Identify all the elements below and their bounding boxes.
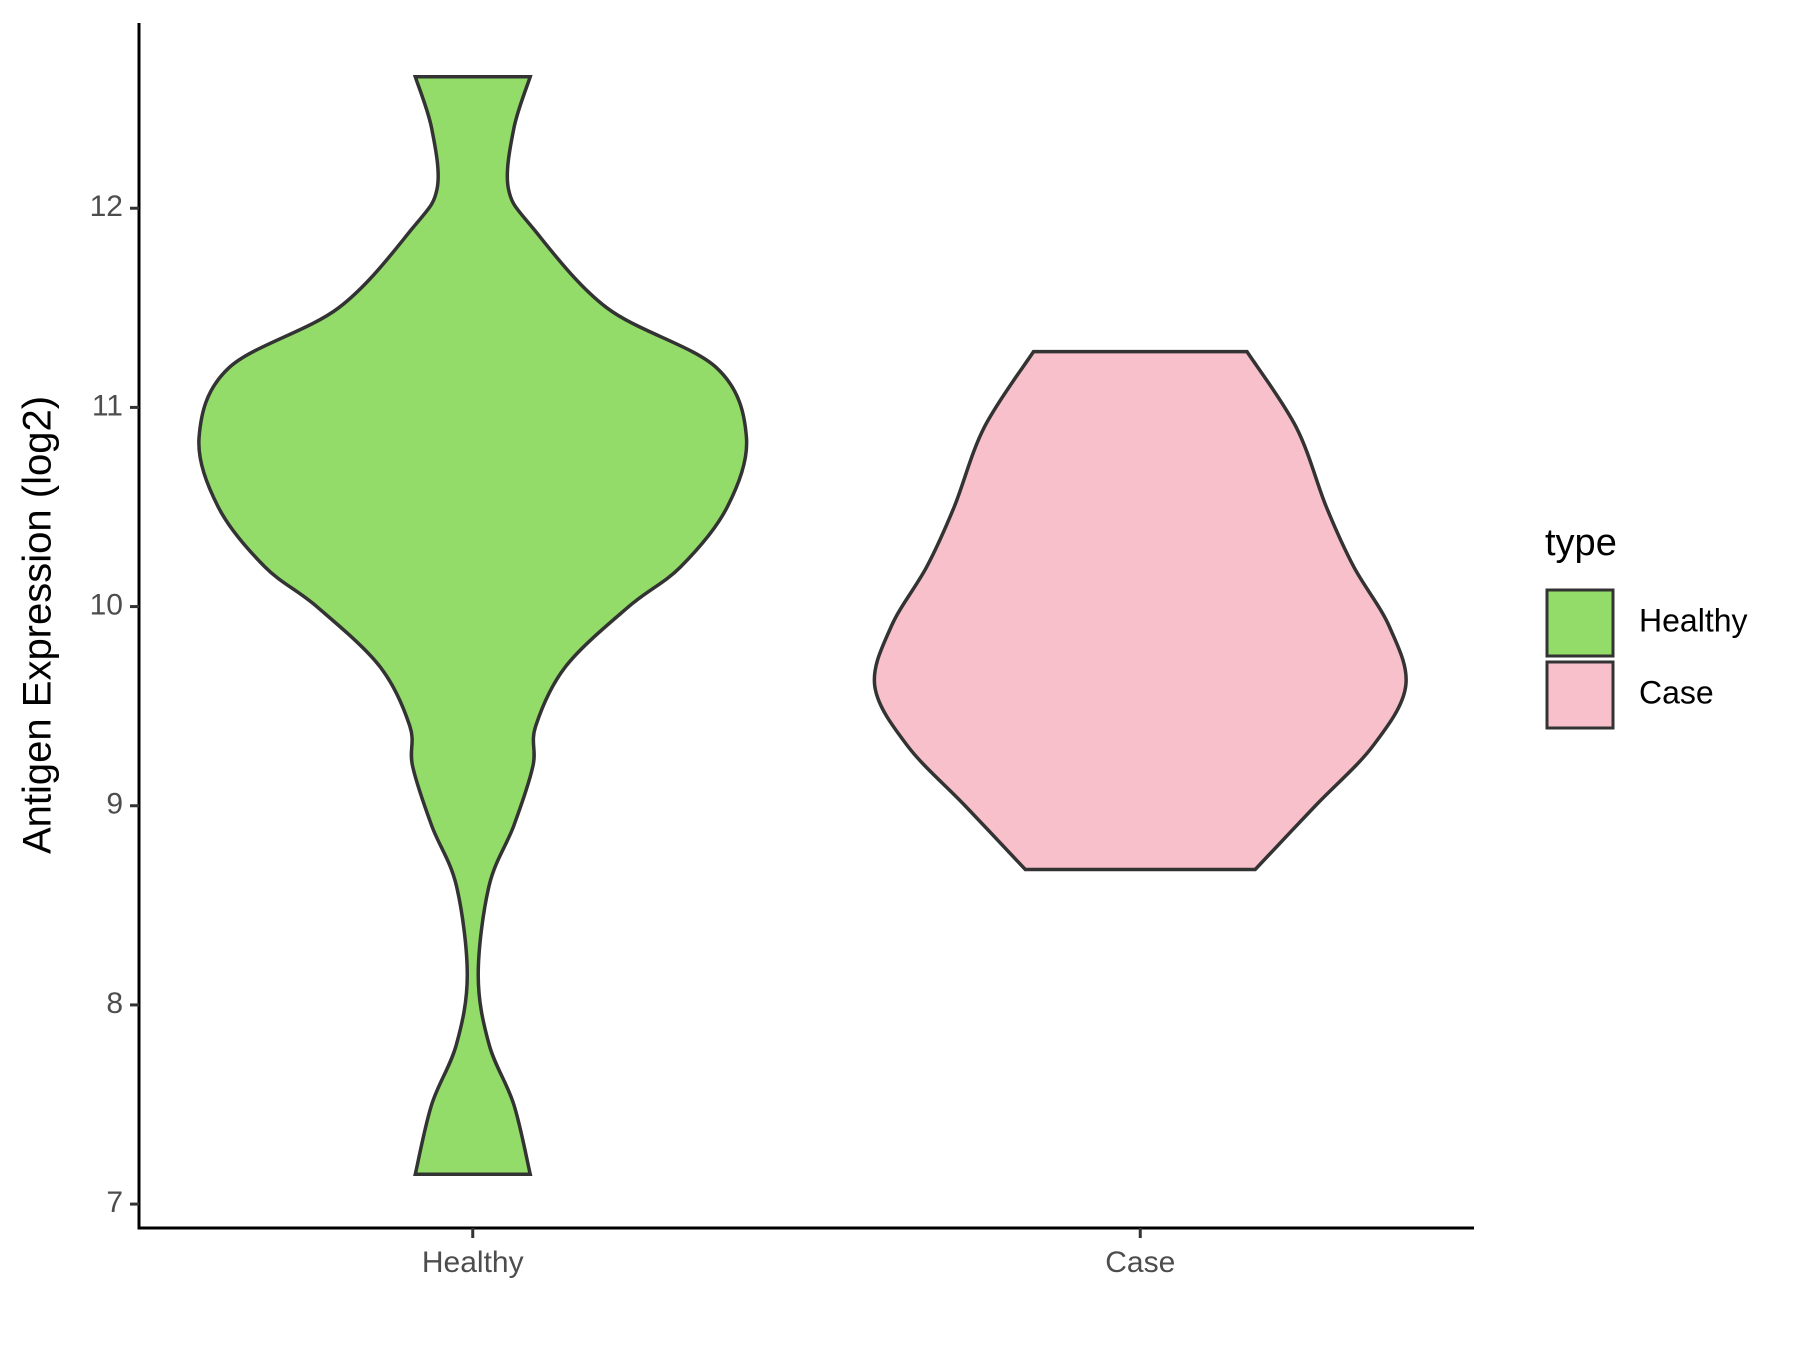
legend-label: Healthy: [1639, 602, 1748, 638]
y-tick-label: 11: [92, 389, 123, 422]
legend-label: Case: [1639, 674, 1714, 710]
y-tick-label: 10: [90, 589, 123, 622]
violin: [197, 75, 749, 1176]
y-tick-label: 7: [106, 1186, 123, 1219]
legend-title: type: [1545, 522, 1617, 564]
legend-swatch: [1545, 588, 1615, 658]
x-tick-label: Case: [1105, 1246, 1175, 1279]
violin: [872, 349, 1408, 872]
y-axis-label: Antigen Expression (log2): [16, 396, 60, 854]
y-tick-label: 12: [90, 190, 123, 223]
y-tick-label: 9: [106, 788, 123, 821]
legend-swatch: [1545, 660, 1615, 730]
x-tick-label: Healthy: [422, 1246, 524, 1279]
y-tick-label: 8: [106, 987, 123, 1020]
